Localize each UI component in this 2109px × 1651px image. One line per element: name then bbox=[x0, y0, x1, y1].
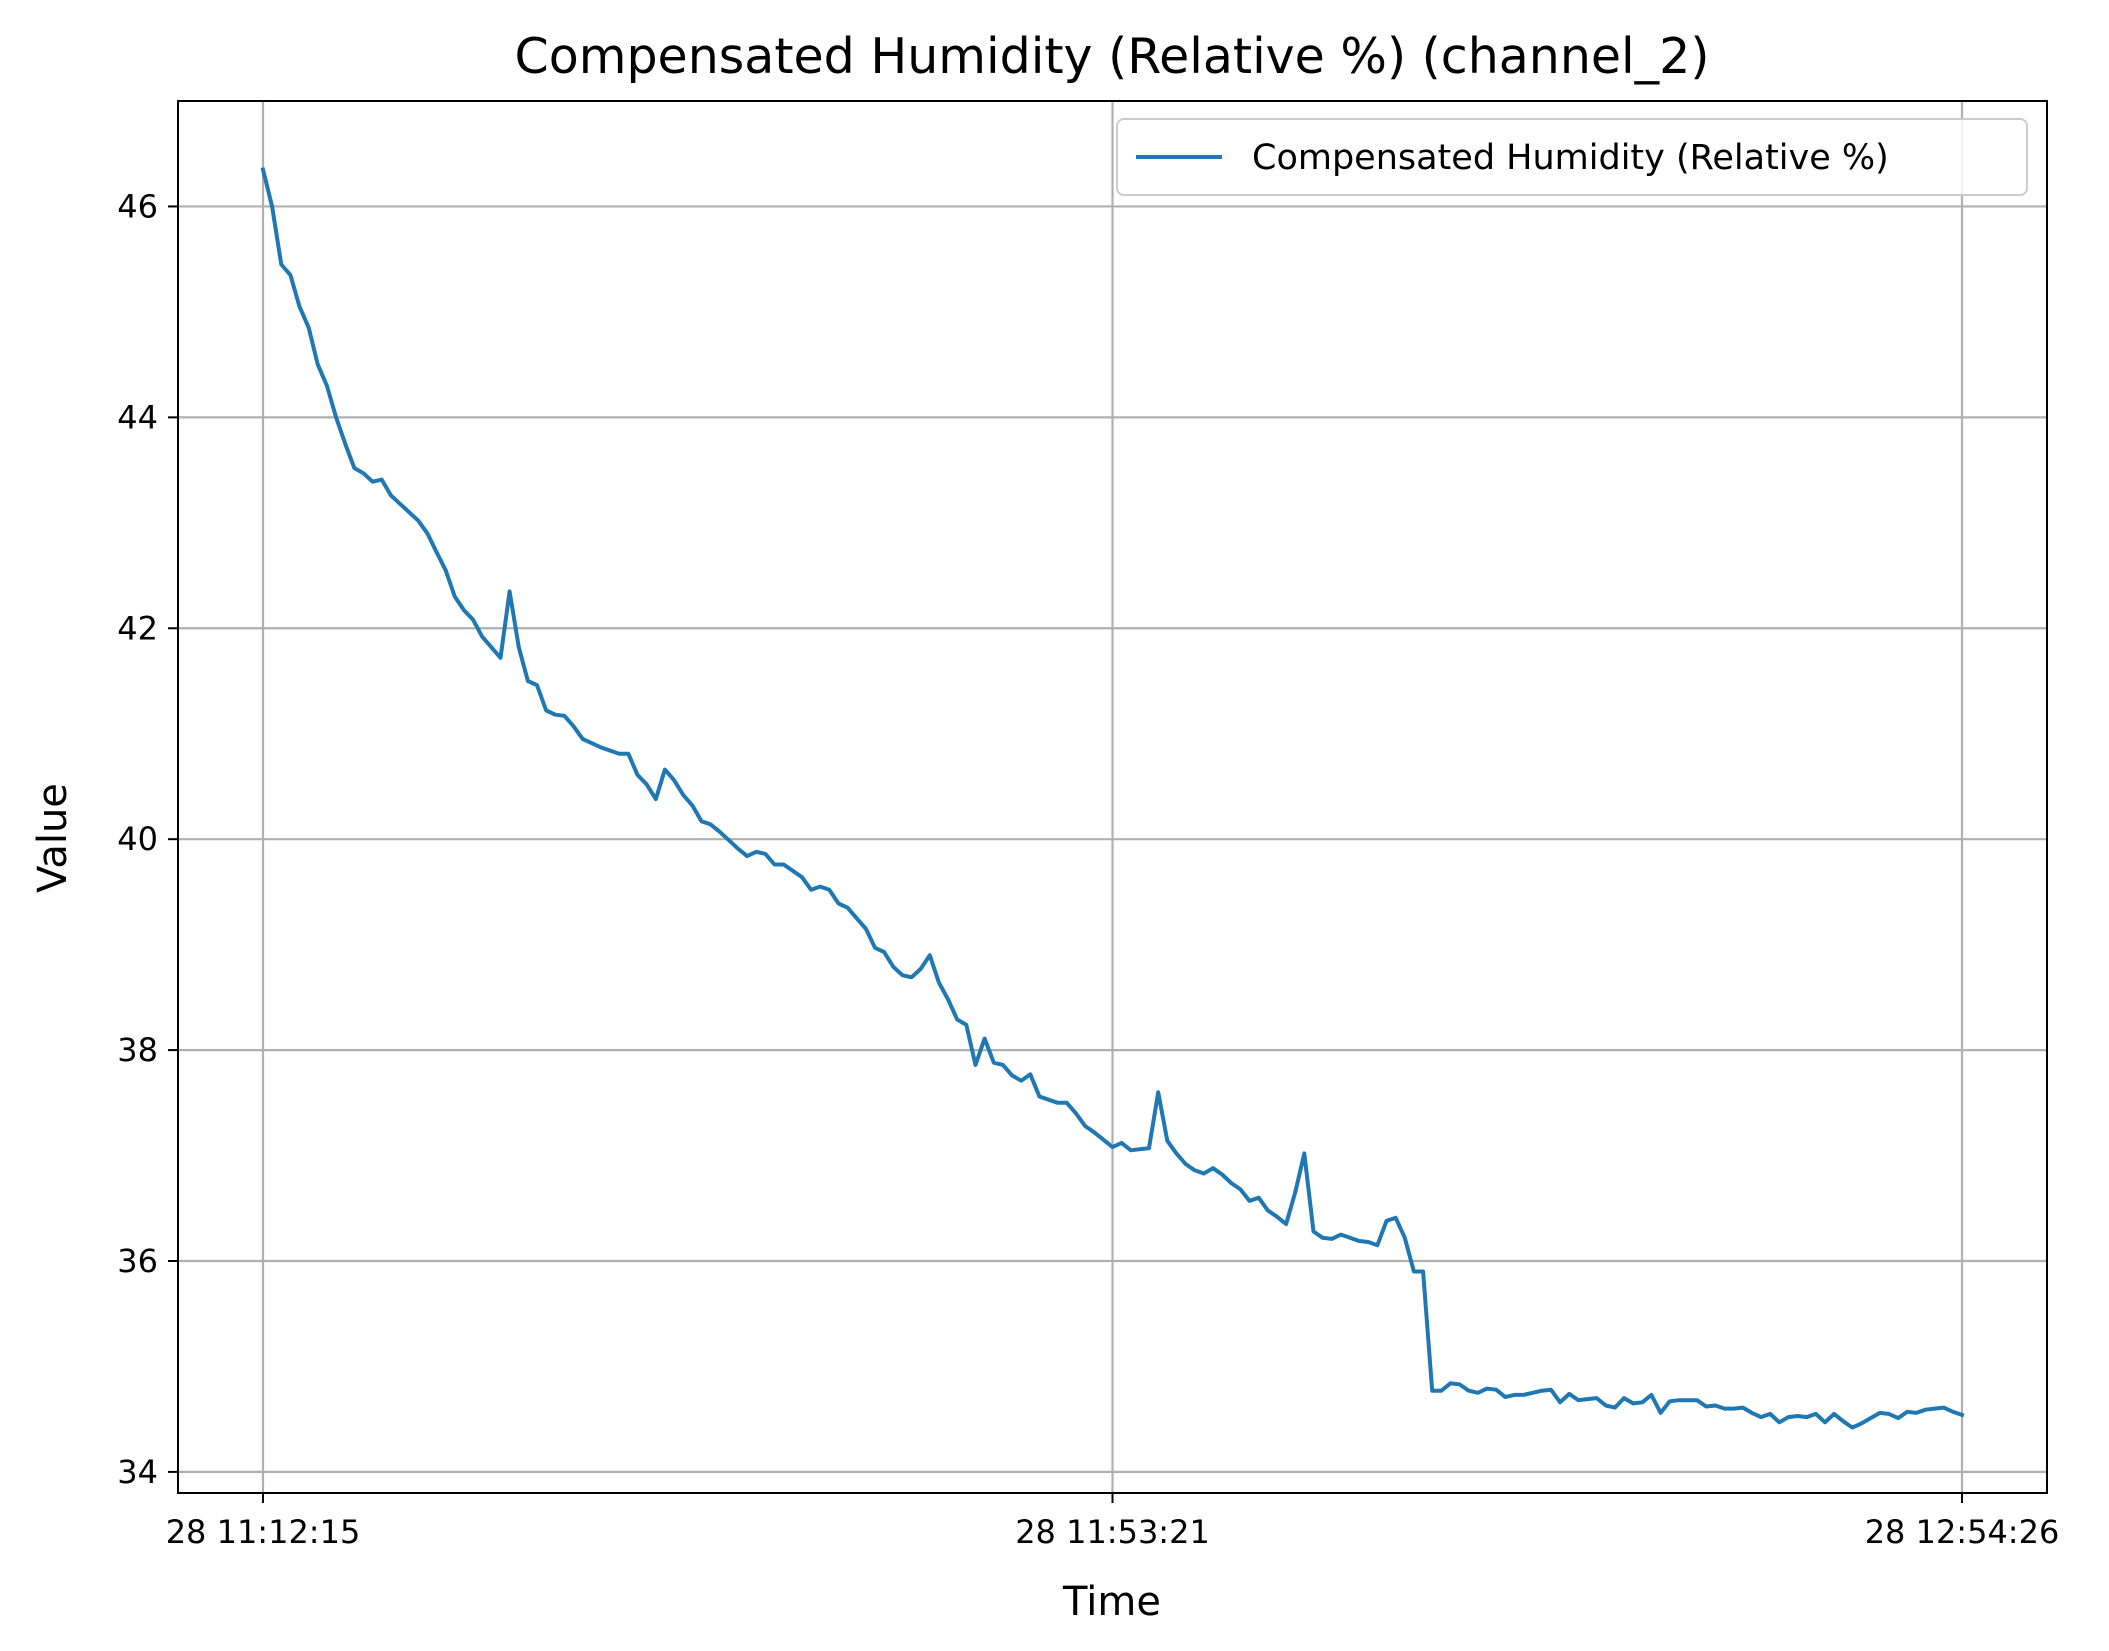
series-line bbox=[260, 167, 1965, 1430]
x-axis-label: Time bbox=[1062, 1579, 1161, 1625]
series-layer bbox=[260, 167, 1965, 1430]
x-axis: 28 11:12:15 28 11:53:21 28 12:54:26 bbox=[166, 1493, 2060, 1551]
chart-title: Compensated Humidity (Relative %) (chann… bbox=[515, 28, 1710, 85]
legend-entry-label: Compensated Humidity (Relative %) bbox=[1252, 138, 1889, 178]
y-tick-label: 34 bbox=[117, 1453, 158, 1491]
y-tick-label: 46 bbox=[117, 187, 158, 225]
legend: Compensated Humidity (Relative %) bbox=[1116, 118, 2028, 196]
y-tick-label: 38 bbox=[117, 1031, 158, 1069]
grid bbox=[178, 101, 2047, 1493]
x-tick-label: 28 11:53:21 bbox=[1015, 1513, 1210, 1551]
x-tick-label: 28 12:54:26 bbox=[1865, 1513, 2060, 1551]
legend-box bbox=[1116, 118, 2028, 196]
y-tick-label: 36 bbox=[117, 1242, 158, 1280]
y-tick-label: 44 bbox=[117, 398, 158, 436]
y-axis: 34 36 38 40 42 44 46 bbox=[117, 187, 178, 1491]
x-tick-label: 28 11:12:15 bbox=[166, 1513, 361, 1551]
y-axis-label: Value bbox=[30, 783, 76, 893]
y-tick-label: 42 bbox=[117, 609, 158, 647]
y-tick-label: 40 bbox=[117, 820, 158, 858]
